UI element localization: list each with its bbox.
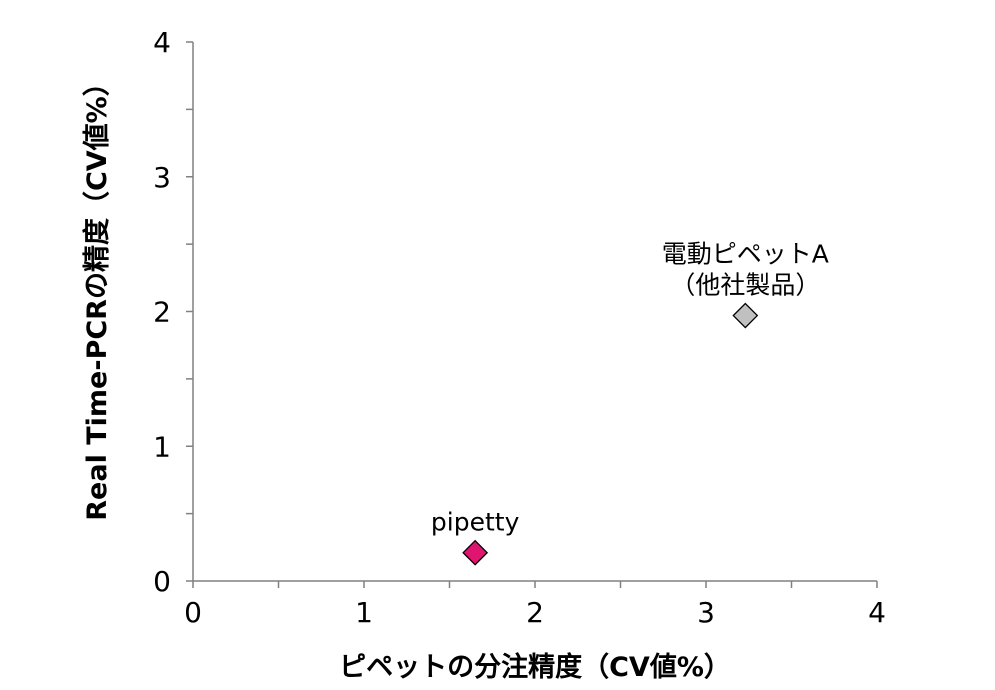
data-point-marker [462,539,489,566]
y-tick-label: 3 [153,161,171,194]
x-ticks: 0 1 2 3 4 [184,581,886,629]
data-point-marker [732,302,759,329]
y-tick-label: 1 [153,430,171,463]
x-tick-label: 1 [355,596,373,629]
axes: 0 1 2 3 4 0 1 2 3 4 [153,26,886,629]
x-tick-label: 3 [697,596,715,629]
y-ticks: 0 1 2 3 4 [153,26,193,598]
y-axis-title: Real Time-PCRの精度（CV値%） [81,69,113,520]
x-tick-label: 0 [184,596,202,629]
y-tick-label: 0 [153,565,171,598]
data-point-label: pipetty [431,508,520,537]
x-tick-label: 2 [526,596,544,629]
data-points: pipetty 電動ピペットA（他社製品） [431,240,829,566]
x-tick-label: 4 [868,596,886,629]
data-point-label: 電動ピペットA [662,240,829,269]
x-axis-title: ピペットの分注精度（CV値%） [339,651,731,683]
y-tick-label: 2 [153,296,171,329]
y-tick-label: 4 [153,26,171,59]
data-point-label: （他社製品） [670,271,820,300]
